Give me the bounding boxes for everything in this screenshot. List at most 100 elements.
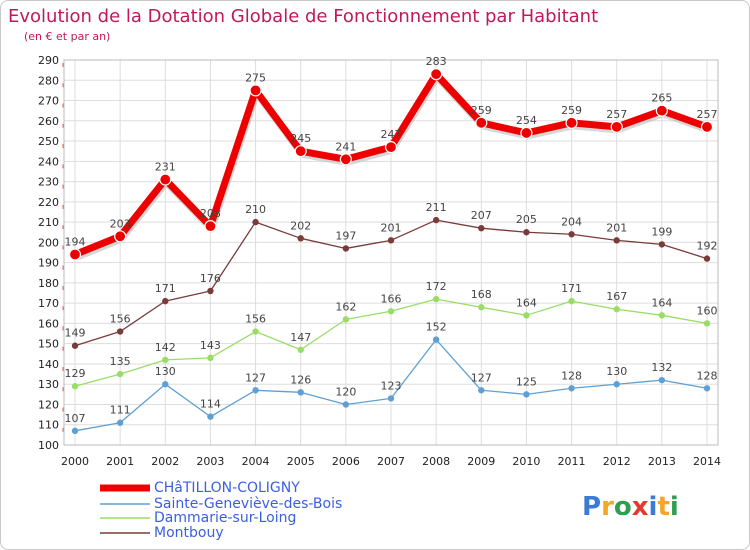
data-label: 135 bbox=[110, 355, 131, 368]
data-label: 152 bbox=[426, 321, 447, 334]
data-point bbox=[207, 287, 214, 295]
data-label: 120 bbox=[335, 385, 356, 398]
data-label: 127 bbox=[471, 371, 492, 384]
data-point bbox=[658, 241, 666, 248]
data-point bbox=[475, 116, 488, 129]
y-tick-label: 210 bbox=[38, 216, 59, 229]
series-3 bbox=[71, 216, 711, 349]
proxiti-logo: Proxiti bbox=[582, 492, 679, 522]
data-point bbox=[387, 237, 395, 244]
data-label: 127 bbox=[245, 371, 266, 384]
y-tick-label: 120 bbox=[38, 398, 59, 411]
data-point bbox=[658, 312, 666, 319]
data-point bbox=[71, 427, 79, 435]
data-label: 210 bbox=[245, 203, 266, 216]
x-tick-label: 2000 bbox=[61, 455, 89, 468]
data-point bbox=[703, 255, 711, 262]
legend-entry-3: Montbouy bbox=[100, 525, 224, 541]
legend-label: Montbouy bbox=[154, 525, 224, 541]
x-tick-label: 2007 bbox=[377, 455, 405, 468]
y-tick-label: 100 bbox=[38, 439, 59, 452]
data-label: 160 bbox=[697, 304, 718, 317]
legend: CHâTILLON-COLIGNYSainte-Geneviève-des-Bo… bbox=[100, 480, 342, 541]
logo-letter: x bbox=[632, 492, 649, 522]
data-point bbox=[523, 312, 530, 319]
y-tick-label: 160 bbox=[38, 317, 59, 330]
data-label: 107 bbox=[65, 412, 86, 425]
data-label: 167 bbox=[606, 290, 627, 303]
data-label: 147 bbox=[290, 331, 311, 344]
x-tick-label: 2003 bbox=[196, 455, 224, 468]
logo-letter: i bbox=[670, 492, 679, 522]
data-point bbox=[613, 306, 620, 313]
data-label: 149 bbox=[65, 327, 86, 340]
data-label: 166 bbox=[381, 292, 402, 305]
data-label: 143 bbox=[200, 339, 221, 352]
data-point bbox=[520, 126, 533, 140]
x-tick-label: 2012 bbox=[603, 455, 631, 468]
data-labels: 194 203 231 208 275 245 241 247 283 259 254 259 257 2… bbox=[65, 55, 718, 425]
data-point bbox=[339, 153, 352, 166]
data-label: 142 bbox=[155, 341, 176, 354]
data-label: 125 bbox=[516, 375, 537, 388]
data-label: 201 bbox=[381, 221, 402, 234]
data-label: 171 bbox=[561, 282, 582, 295]
x-tick-label: 2009 bbox=[467, 455, 495, 468]
data-point bbox=[68, 248, 82, 261]
data-point bbox=[204, 220, 217, 233]
data-label: 156 bbox=[245, 313, 266, 326]
x-tick-label: 2006 bbox=[332, 455, 360, 468]
axes: 100 110 120 130 140 150 160 170 180 190 200 210 220 2… bbox=[38, 54, 721, 468]
data-point bbox=[613, 237, 620, 244]
data-point bbox=[116, 370, 124, 378]
data-point bbox=[432, 336, 440, 343]
data-point bbox=[71, 383, 79, 390]
data-label: 265 bbox=[651, 92, 672, 105]
data-label: 156 bbox=[110, 313, 131, 326]
data-point bbox=[478, 387, 485, 394]
data-point bbox=[162, 356, 169, 364]
data-point bbox=[159, 173, 172, 186]
data-label: 128 bbox=[697, 369, 718, 382]
y-tick-label: 250 bbox=[38, 135, 59, 148]
data-point bbox=[610, 120, 623, 133]
y-tick-label: 140 bbox=[38, 358, 59, 371]
data-point bbox=[162, 381, 169, 388]
data-point bbox=[432, 295, 440, 303]
data-point bbox=[71, 342, 79, 349]
y-tick-label: 150 bbox=[38, 338, 59, 351]
series-0 bbox=[68, 68, 714, 261]
data-label: 126 bbox=[290, 373, 311, 386]
data-point bbox=[252, 328, 259, 335]
y-tick-label: 200 bbox=[38, 236, 59, 249]
data-point bbox=[207, 354, 214, 362]
data-point bbox=[568, 297, 575, 305]
data-point bbox=[658, 376, 666, 384]
data-label: 275 bbox=[245, 71, 266, 84]
data-label: 164 bbox=[651, 296, 672, 309]
x-tick-label: 2014 bbox=[693, 455, 721, 468]
data-point bbox=[342, 401, 350, 408]
data-point bbox=[432, 216, 440, 224]
y-tick-label: 190 bbox=[38, 257, 59, 270]
series-2 bbox=[71, 295, 711, 390]
x-tick-label: 2011 bbox=[558, 455, 586, 468]
data-label: 231 bbox=[155, 161, 176, 174]
data-point bbox=[342, 316, 350, 323]
data-label: 208 bbox=[200, 207, 221, 220]
legend-label: Sainte-Geneviève-des-Bois bbox=[154, 496, 342, 512]
data-label: 245 bbox=[290, 132, 311, 145]
logo-letter: P bbox=[582, 492, 601, 522]
data-point bbox=[568, 231, 575, 238]
data-label: 259 bbox=[561, 104, 582, 117]
data-label: 194 bbox=[65, 236, 86, 249]
logo-letter: r bbox=[601, 492, 614, 522]
y-tick-label: 240 bbox=[38, 155, 59, 168]
data-label: 162 bbox=[335, 300, 356, 313]
data-label: 176 bbox=[200, 272, 221, 285]
data-point bbox=[252, 387, 259, 394]
data-point bbox=[252, 218, 259, 226]
x-tick-label: 2010 bbox=[512, 455, 540, 468]
data-point bbox=[613, 381, 620, 388]
x-tick-label: 2008 bbox=[422, 455, 450, 468]
